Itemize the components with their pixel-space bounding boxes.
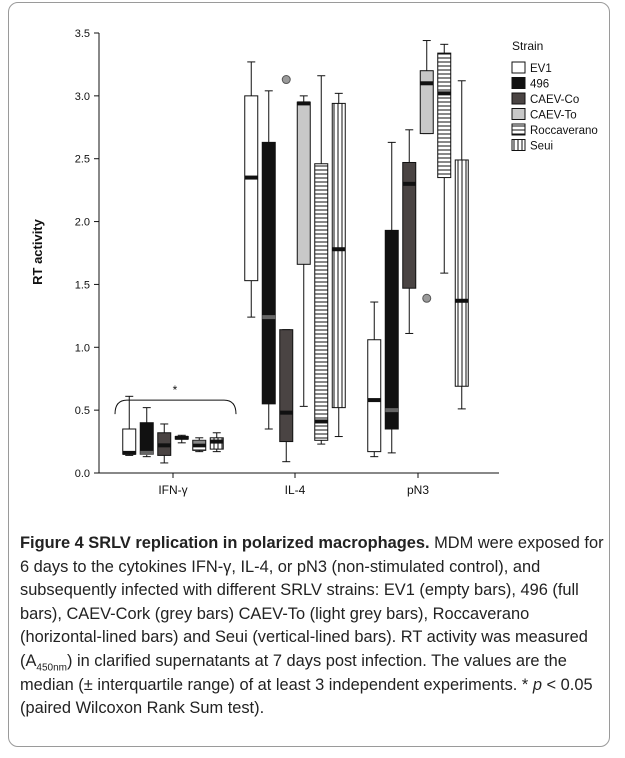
y-tick-label: 3.5 bbox=[75, 28, 90, 40]
y-tick-label: 1.0 bbox=[75, 342, 90, 354]
caption-text-1: MDM were exposed for 6 days to the cytok… bbox=[20, 534, 604, 670]
y-tick-label: 2.0 bbox=[75, 217, 90, 229]
box-ev1 bbox=[367, 301, 382, 458]
median-bar bbox=[210, 439, 224, 444]
x-axis-ticks: IFN-γ IL-4 pN3 bbox=[158, 473, 429, 497]
box-roccaverano bbox=[192, 437, 207, 453]
box-rect bbox=[296, 101, 311, 265]
x-tick-label: IL-4 bbox=[285, 483, 306, 497]
box-rect bbox=[314, 163, 329, 441]
median-bar bbox=[402, 181, 416, 186]
median-bar bbox=[385, 408, 399, 413]
legend-label-seui: Seui bbox=[530, 141, 553, 153]
box-seui bbox=[209, 432, 224, 453]
boxplot-chart: RT activity 0.0 0.5 1.0 1.5 2.0 2.5 3.0 3.5 IFN… bbox=[30, 28, 598, 497]
box-roccaverano bbox=[314, 75, 329, 445]
median-bar bbox=[157, 443, 171, 448]
box-rect bbox=[139, 422, 154, 455]
median-bar bbox=[420, 81, 434, 86]
box-caev-to bbox=[296, 95, 311, 407]
x-tick-label: pN3 bbox=[407, 483, 429, 497]
y-tick-label: 2.5 bbox=[75, 154, 90, 166]
box-rect bbox=[419, 70, 434, 135]
boxplot-series bbox=[122, 40, 469, 464]
box-rect bbox=[279, 329, 294, 443]
figure-caption: Figure 4 SRLV replication in polarized m… bbox=[20, 532, 604, 721]
x-tick-label: IFN-γ bbox=[158, 483, 187, 497]
box-rect bbox=[244, 95, 259, 282]
caption-text-3: < 0.05 (paired Wilcoxon Rank Sum test). bbox=[20, 675, 593, 718]
legend-swatch-caev-co bbox=[511, 92, 526, 105]
legend-label-ev1: EV1 bbox=[530, 63, 552, 75]
y-tick-label: 1.5 bbox=[75, 279, 90, 291]
box-rect bbox=[454, 159, 469, 387]
legend-title: Strain bbox=[512, 39, 543, 53]
box-496 bbox=[384, 141, 399, 454]
box-seui bbox=[454, 80, 469, 410]
significance-star: * bbox=[173, 383, 178, 397]
median-bar bbox=[140, 450, 154, 455]
box-ev1 bbox=[244, 61, 259, 318]
outlier-point bbox=[422, 293, 432, 303]
box-roccaverano bbox=[437, 43, 452, 274]
median-bar bbox=[332, 247, 346, 252]
caption-figure-label: Figure 4 SRLV replication in polarized m… bbox=[20, 534, 430, 552]
caption-subscript: 450nm bbox=[36, 662, 67, 674]
median-bar bbox=[367, 398, 381, 403]
box-rect bbox=[122, 428, 137, 455]
box-seui bbox=[331, 92, 346, 438]
legend-label-496: 496 bbox=[530, 79, 549, 91]
legend-swatch-ev1 bbox=[511, 61, 526, 74]
legend-label-caev-co: CAEV-Co bbox=[530, 94, 579, 106]
legend-swatch-roccaverano bbox=[511, 123, 526, 136]
median-bar bbox=[314, 419, 328, 424]
median-bar bbox=[122, 450, 136, 455]
box-496 bbox=[261, 90, 276, 430]
box-ev1 bbox=[122, 395, 137, 456]
caption-text-2: ) in clarified supernatants at 7 days po… bbox=[20, 651, 567, 694]
box-caev-to bbox=[419, 40, 434, 303]
y-axis-label: RT activity bbox=[30, 218, 45, 285]
outlier-point bbox=[281, 75, 291, 85]
box-rect bbox=[261, 141, 276, 405]
significance-bracket bbox=[114, 399, 237, 415]
median-bar bbox=[455, 298, 469, 303]
median-bar bbox=[244, 175, 258, 180]
median-bar bbox=[192, 443, 206, 448]
significance-annotation: * bbox=[114, 383, 237, 415]
box-rect bbox=[402, 161, 417, 289]
legend-swatch-seui bbox=[511, 139, 526, 151]
box-rect bbox=[437, 52, 452, 179]
legend-label-roccaverano: Roccaverano bbox=[530, 125, 598, 137]
median-bar bbox=[297, 101, 311, 106]
box-rect bbox=[384, 229, 399, 430]
box-rect bbox=[331, 102, 346, 409]
y-tick-label: 3.0 bbox=[75, 91, 90, 103]
median-bar bbox=[262, 315, 276, 320]
box-caev-co bbox=[157, 423, 172, 464]
box-rect bbox=[367, 339, 382, 453]
legend-swatch-caev-to bbox=[511, 108, 526, 120]
legend-label-caev-to: CAEV-To bbox=[530, 110, 577, 122]
y-tick-label: 0.0 bbox=[75, 468, 90, 480]
legend-swatch-496 bbox=[511, 77, 526, 89]
box-caev-co bbox=[402, 129, 417, 334]
box-caev-to bbox=[174, 434, 189, 444]
box-caev-co bbox=[279, 75, 294, 463]
median-bar bbox=[437, 91, 451, 96]
y-tick-label: 0.5 bbox=[75, 405, 90, 417]
caption-p-symbol: p bbox=[532, 675, 542, 694]
median-bar bbox=[175, 435, 189, 440]
legend: Strain EV1 496 CAEV-Co CAEV-To Roccaverano Se… bbox=[511, 39, 598, 153]
box-496 bbox=[139, 407, 154, 458]
median-bar bbox=[279, 410, 293, 415]
y-axis-ticks: 0.0 0.5 1.0 1.5 2.0 2.5 3.0 3.5 bbox=[75, 28, 99, 480]
